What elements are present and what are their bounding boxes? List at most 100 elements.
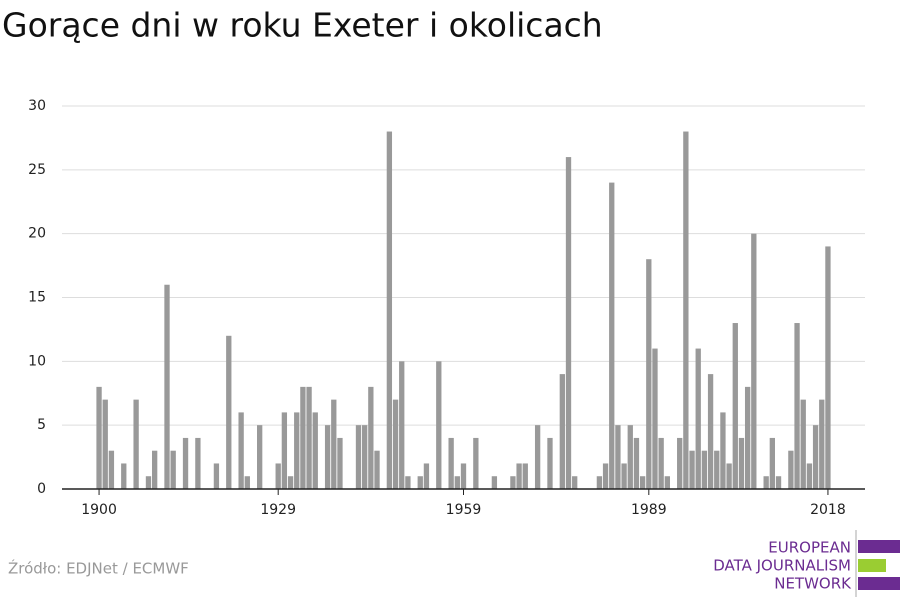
bar xyxy=(646,259,652,489)
logo-bar xyxy=(858,559,886,572)
bar xyxy=(627,425,633,489)
bar xyxy=(460,463,467,489)
bar xyxy=(825,246,831,489)
bar xyxy=(257,425,263,489)
bar xyxy=(559,374,565,489)
bar xyxy=(294,412,300,489)
bar xyxy=(300,386,306,489)
bar xyxy=(664,476,670,489)
bar xyxy=(121,463,127,489)
bar xyxy=(287,476,294,489)
source: Źródło: EDJNet / ECMWF xyxy=(8,559,189,578)
bar xyxy=(392,399,399,489)
x-tick-label: 1900 xyxy=(81,502,117,518)
bar xyxy=(102,399,108,489)
bar xyxy=(448,437,454,489)
y-tick-label: 10 xyxy=(28,353,46,369)
bar xyxy=(312,412,318,489)
bar xyxy=(701,450,708,489)
logo-bar xyxy=(858,540,900,553)
bar xyxy=(306,386,312,489)
logo-text: NETWORK xyxy=(774,575,852,593)
bar xyxy=(355,425,362,489)
logo-bar xyxy=(858,577,900,590)
bar xyxy=(226,335,232,489)
bar xyxy=(794,323,800,489)
bar xyxy=(170,450,176,489)
y-tick-label: 30 xyxy=(28,98,46,114)
bar xyxy=(108,450,115,489)
x-tick-label: 1929 xyxy=(260,502,296,518)
bar xyxy=(800,399,806,489)
bar xyxy=(547,437,553,489)
bar xyxy=(652,348,658,489)
bar xyxy=(602,463,609,489)
x-tick-label: 1959 xyxy=(446,502,482,518)
bar xyxy=(491,476,498,489)
bar xyxy=(720,412,726,489)
bar xyxy=(775,476,782,489)
bar xyxy=(417,476,423,489)
bar xyxy=(337,437,343,489)
y-tick-label: 0 xyxy=(37,481,46,497)
bar xyxy=(362,425,368,489)
bar xyxy=(275,463,281,489)
bar xyxy=(596,476,603,489)
bar xyxy=(633,437,640,489)
bar xyxy=(386,131,393,490)
bar xyxy=(639,476,646,489)
logo-text: DATA JOURNALISM xyxy=(713,557,851,575)
bar xyxy=(812,425,819,489)
bar xyxy=(238,412,244,489)
bar xyxy=(744,386,751,489)
bar xyxy=(399,361,405,489)
bar xyxy=(182,437,189,489)
bar xyxy=(423,463,430,489)
bar xyxy=(806,463,813,489)
bar xyxy=(374,450,380,489)
bar xyxy=(615,425,621,489)
bar xyxy=(732,323,738,489)
bar xyxy=(677,437,683,489)
bar xyxy=(609,182,615,489)
bar xyxy=(324,425,331,489)
bar xyxy=(683,131,689,490)
bar xyxy=(689,450,695,489)
y-tick-label: 20 xyxy=(28,226,46,242)
bar xyxy=(621,463,627,489)
y-tick-label: 25 xyxy=(28,162,46,178)
bar xyxy=(331,399,337,489)
bar xyxy=(658,437,664,489)
bar xyxy=(763,476,769,489)
bar xyxy=(281,412,288,489)
bar xyxy=(769,437,776,489)
bar xyxy=(819,399,825,489)
bar xyxy=(510,476,516,489)
bar xyxy=(96,386,102,489)
bar xyxy=(726,463,732,489)
bar xyxy=(244,476,250,489)
chart-title: Gorące dni w roku Exeter i okolicach xyxy=(2,6,603,45)
y-tick-label: 15 xyxy=(28,290,46,306)
bar xyxy=(368,386,374,489)
bar xyxy=(522,463,528,489)
x-tick-label: 2018 xyxy=(810,502,846,518)
bar xyxy=(572,476,578,489)
bar xyxy=(164,284,170,489)
bar xyxy=(195,437,201,489)
bar xyxy=(707,374,714,489)
bar xyxy=(133,399,139,489)
bar xyxy=(473,437,479,489)
bar xyxy=(213,463,220,489)
bar xyxy=(751,233,757,489)
bar xyxy=(454,476,460,489)
y-tick-label: 5 xyxy=(37,417,46,433)
bar xyxy=(788,450,794,489)
bar xyxy=(534,425,541,489)
bar xyxy=(436,361,442,489)
bar xyxy=(695,348,701,489)
x-tick-label: 1989 xyxy=(631,502,667,518)
bar xyxy=(151,450,158,489)
bar xyxy=(714,450,720,489)
